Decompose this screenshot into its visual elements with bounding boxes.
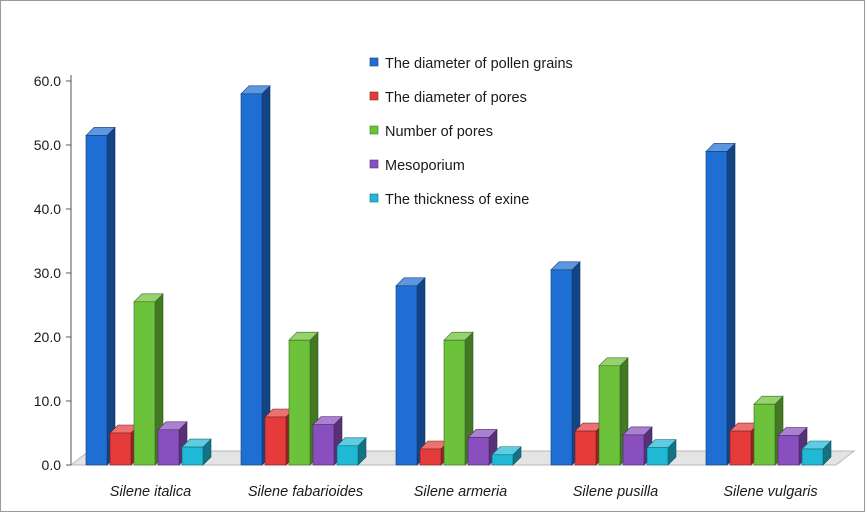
x-axis-labels: Silene italica Silene fabarioides Silene a… <box>110 484 818 500</box>
bar <box>598 357 629 466</box>
bar <box>312 415 343 466</box>
legend-label: The diameter of pollen grains <box>385 56 573 72</box>
legend-item: Number of pores <box>369 124 493 140</box>
legend-swatch <box>369 193 379 203</box>
x-tick-label: Silene armeria <box>414 484 508 500</box>
bar <box>646 438 677 466</box>
x-tick-label: Silene italica <box>110 484 191 500</box>
bar <box>491 446 522 466</box>
bar <box>550 261 581 466</box>
y-tick-label: 60.0 <box>34 73 61 89</box>
bars <box>85 85 832 466</box>
legend: The diameter of pollen grains The diamete… <box>369 56 573 208</box>
x-tick-label: Silene vulgaris <box>723 484 817 500</box>
legend-label: Mesoporium <box>385 158 465 174</box>
y-axis: 0.0 10.0 20.0 30.0 40.0 50.0 60.0 <box>34 73 72 473</box>
x-tick-label: Silene pusilla <box>573 484 658 500</box>
legend-swatch <box>369 91 379 101</box>
bar <box>801 440 832 466</box>
legend-label: Number of pores <box>385 124 493 140</box>
bar <box>85 126 116 466</box>
bar <box>705 142 736 466</box>
y-tick-label: 10.0 <box>34 393 61 409</box>
y-tick-label: 30.0 <box>34 265 61 281</box>
legend-swatch <box>369 125 379 135</box>
y-tick-label: 50.0 <box>34 137 61 153</box>
legend-item: Mesoporium <box>369 158 465 174</box>
legend-swatch <box>369 159 379 169</box>
y-tick-label: 20.0 <box>34 329 61 345</box>
legend-label: The thickness of exine <box>385 192 529 208</box>
bar <box>157 421 188 466</box>
legend-item: The thickness of exine <box>369 192 529 208</box>
x-tick-label: Silene fabarioides <box>248 484 363 500</box>
bar <box>133 293 164 466</box>
legend-label: The diameter of pores <box>385 90 527 106</box>
y-tick-label: 40.0 <box>34 201 61 217</box>
bar <box>395 277 426 466</box>
legend-swatch <box>369 57 379 67</box>
legend-item: The diameter of pores <box>369 90 527 106</box>
bar <box>336 437 367 466</box>
bar <box>443 331 474 466</box>
legend-item: The diameter of pollen grains <box>369 56 573 72</box>
bar <box>181 438 212 466</box>
bar <box>240 85 271 466</box>
y-tick-label: 0.0 <box>42 457 62 473</box>
